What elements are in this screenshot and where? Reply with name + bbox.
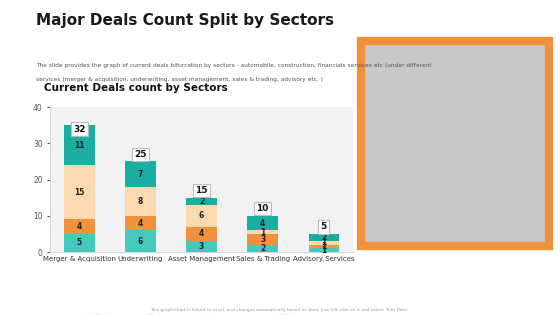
FancyBboxPatch shape	[361, 41, 549, 246]
Text: 7: 7	[138, 169, 143, 179]
Bar	[64, 219, 95, 234]
Text: services (merger & acquisition, underwriting, asset management, sales & trading,: services (merger & acquisition, underwri…	[36, 77, 323, 82]
Text: 4: 4	[199, 229, 204, 238]
Text: 1: 1	[260, 227, 265, 237]
Text: 3: 3	[260, 235, 265, 244]
Text: This graph/chart is linked to excel, and changes automatically based on data. Ju: This graph/chart is linked to excel, and…	[150, 308, 410, 312]
Bar	[309, 241, 339, 245]
Text: The slide provides the graph of current deals bifurcation by sectors - automobil: The slide provides the graph of current …	[36, 63, 432, 68]
Bar	[248, 216, 278, 230]
Text: 4: 4	[260, 219, 265, 227]
Bar	[186, 205, 217, 227]
Text: 2: 2	[260, 244, 265, 253]
Bar	[64, 165, 95, 219]
Text: 4: 4	[138, 219, 143, 227]
Text: Major Deals Count Split by Sectors: Major Deals Count Split by Sectors	[36, 13, 334, 28]
Text: 6: 6	[138, 237, 143, 246]
Bar	[125, 187, 156, 216]
Text: 5: 5	[321, 222, 327, 231]
Bar	[248, 230, 278, 234]
Bar	[125, 216, 156, 230]
Bar	[125, 161, 156, 187]
Text: 8: 8	[138, 197, 143, 206]
Text: 1: 1	[321, 246, 326, 255]
Bar	[309, 234, 339, 241]
Text: 32: 32	[73, 124, 86, 134]
Bar	[64, 234, 95, 252]
Text: Current Deals count by Sectors: Current Deals count by Sectors	[44, 83, 227, 93]
Text: 10: 10	[256, 204, 269, 213]
Bar	[248, 245, 278, 252]
Text: 2: 2	[321, 233, 326, 242]
Bar	[64, 125, 95, 165]
Text: 3: 3	[199, 242, 204, 251]
Bar	[248, 234, 278, 245]
Bar	[186, 227, 217, 241]
Text: 1: 1	[321, 238, 326, 248]
Text: 2: 2	[199, 197, 204, 206]
Text: 11: 11	[74, 140, 85, 150]
Bar	[125, 230, 156, 252]
Text: 1: 1	[321, 242, 326, 251]
Text: 15: 15	[74, 188, 85, 197]
Bar	[186, 241, 217, 252]
Text: 5: 5	[77, 238, 82, 248]
Text: 15: 15	[195, 186, 208, 195]
Bar	[309, 248, 339, 252]
Bar	[186, 198, 217, 205]
Text: 4: 4	[77, 222, 82, 231]
Text: 25: 25	[134, 150, 147, 159]
Legend: Automobile, Construction, Financial Services, Other: Automobile, Construction, Financial Serv…	[90, 312, 314, 315]
Bar	[309, 245, 339, 248]
Text: 6: 6	[199, 211, 204, 220]
